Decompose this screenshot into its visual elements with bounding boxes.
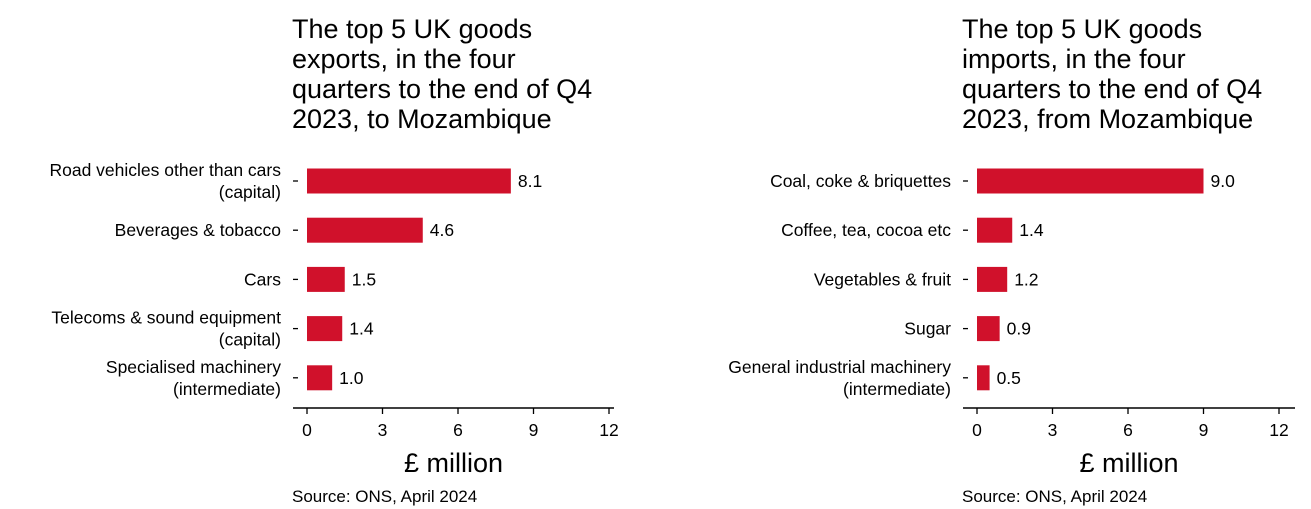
category-label-line: Telecoms & sound equipment (51, 308, 281, 328)
category-label-line: Coffee, tea, cocoa etc (781, 220, 951, 240)
data-label: 0.5 (997, 368, 1021, 388)
category-label: Sugar (904, 319, 951, 339)
x-tick-label: 12 (599, 420, 618, 440)
category-label-line: General industrial machinery (728, 357, 951, 377)
category-label-line: Cars (244, 269, 281, 289)
x-tick-label: 6 (1123, 420, 1133, 440)
x-axis-title: £ million (1079, 448, 1178, 478)
category-label: General industrial machinery (intermediat… (728, 357, 951, 399)
x-tick-label: 9 (529, 420, 539, 440)
category-label: Coal, coke & briquettes (770, 171, 951, 191)
data-label: 4.6 (430, 220, 454, 240)
category-label-line: Coal, coke & briquettes (770, 171, 951, 191)
exports-chart-panel: The top 5 UK goods exports, in the four … (0, 0, 655, 509)
x-tick-label: 12 (1269, 420, 1288, 440)
bar (977, 266, 1008, 292)
category-label-line: (capital) (219, 330, 281, 350)
category-label: Beverages & tobacco (115, 220, 281, 240)
data-label: 1.4 (349, 319, 374, 339)
imports-chart-panel: The top 5 UK goods imports, in the four … (655, 0, 1311, 509)
category-label: Specialised machinery (intermediate) (106, 357, 281, 399)
category-label: Road vehicles other than cars (capital) (49, 160, 281, 202)
bar (307, 168, 511, 194)
chart-title: The top 5 UK goods imports, in the four … (962, 14, 1263, 134)
bar (977, 217, 1013, 243)
source-note: Source: ONS, April 2024 (962, 487, 1148, 506)
bar (307, 266, 345, 292)
x-tick-label: 9 (1199, 420, 1209, 440)
exports-bar-chart: Road vehicles other than cars (capital)Be… (49, 160, 618, 478)
data-label: 1.5 (352, 269, 376, 289)
category-label-line: Vegetables & fruit (814, 269, 951, 289)
category-label: Coffee, tea, cocoa etc (781, 220, 951, 240)
x-tick-label: 0 (302, 420, 312, 440)
data-label: 0.9 (1007, 319, 1031, 339)
data-label: 9.0 (1211, 171, 1236, 191)
bar (977, 168, 1204, 194)
chart-title: The top 5 UK goods exports, in the four … (292, 14, 593, 134)
x-tick-label: 6 (453, 420, 463, 440)
x-tick-label: 0 (972, 420, 982, 440)
category-label: Vegetables & fruit (814, 269, 951, 289)
category-label-line: Road vehicles other than cars (49, 160, 281, 180)
category-label: Cars (244, 269, 281, 289)
category-label-line: (intermediate) (843, 379, 951, 399)
bar (977, 316, 1000, 342)
x-tick-label: 3 (1048, 420, 1058, 440)
bar (977, 365, 990, 391)
x-tick-label: 3 (378, 420, 388, 440)
data-label: 8.1 (518, 171, 542, 191)
x-axis-title: £ million (404, 448, 503, 478)
category-label-line: (capital) (219, 182, 281, 202)
data-label: 1.2 (1014, 269, 1038, 289)
category-label: Telecoms & sound equipment (capital) (51, 308, 281, 350)
source-note: Source: ONS, April 2024 (292, 487, 478, 506)
bar (307, 217, 423, 243)
bar (307, 316, 343, 342)
category-label-line: Specialised machinery (106, 357, 281, 377)
data-label: 1.4 (1019, 220, 1044, 240)
category-label-line: Sugar (904, 319, 951, 339)
data-label: 1.0 (339, 368, 364, 388)
category-label-line: (intermediate) (173, 379, 281, 399)
imports-bar-chart: Coal, coke & briquettes Coffee, tea, coco… (728, 168, 1295, 478)
category-label-line: Beverages & tobacco (115, 220, 281, 240)
bar (307, 365, 333, 391)
